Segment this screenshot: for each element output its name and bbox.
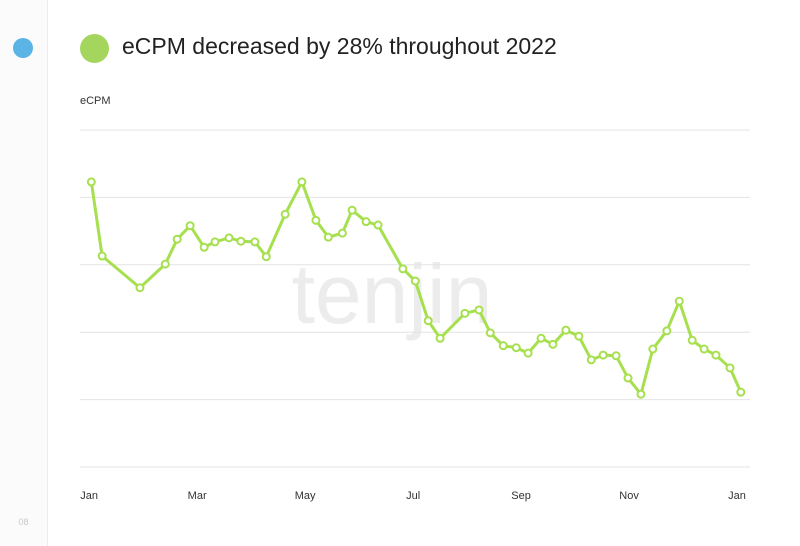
- point: [574, 331, 584, 341]
- point: [361, 217, 371, 227]
- point: [97, 251, 107, 261]
- point: [199, 242, 209, 252]
- x-tick-label: Sep: [511, 490, 531, 502]
- point: [236, 236, 246, 246]
- point: [210, 237, 220, 247]
- point: [311, 215, 321, 225]
- x-tick-label: Nov: [619, 490, 639, 502]
- point: [536, 333, 546, 343]
- point: [586, 355, 596, 365]
- point: [398, 264, 408, 274]
- point: [86, 177, 96, 187]
- sidebar: 08: [0, 0, 48, 546]
- page-number: 08: [18, 517, 29, 527]
- point: [498, 341, 508, 351]
- point: [687, 335, 697, 345]
- point: [548, 339, 558, 349]
- point: [611, 351, 621, 361]
- point: [511, 343, 521, 353]
- point: [636, 389, 646, 399]
- point: [224, 233, 234, 243]
- point: [347, 205, 357, 215]
- point: [185, 221, 195, 231]
- point: [135, 283, 145, 293]
- x-tick-label: May: [295, 490, 316, 502]
- point: [598, 350, 608, 360]
- point: [648, 344, 658, 354]
- android-icon: [80, 34, 109, 63]
- point: [561, 325, 571, 335]
- point: [323, 232, 333, 242]
- point: [662, 326, 672, 336]
- x-tick-label: Jan: [80, 490, 98, 502]
- point: [423, 316, 433, 326]
- point: [172, 234, 182, 244]
- title: eCPM decreased by 28% throughout 2022: [122, 33, 557, 59]
- point: [297, 177, 307, 187]
- point: [736, 387, 746, 397]
- watermark: tenjin: [292, 247, 493, 341]
- point: [623, 373, 633, 383]
- point: [435, 333, 445, 343]
- y-axis-label: eCPM: [80, 95, 111, 107]
- point: [523, 348, 533, 358]
- point: [261, 252, 271, 262]
- point: [160, 259, 170, 269]
- point: [373, 220, 383, 230]
- point: [699, 344, 709, 354]
- logo-icon: [13, 38, 33, 58]
- point: [460, 308, 470, 318]
- point: [674, 296, 684, 306]
- point: [485, 328, 495, 338]
- x-tick-label: Jan: [728, 490, 746, 502]
- point: [474, 305, 484, 315]
- point: [725, 363, 735, 373]
- x-tick-label: Mar: [188, 490, 207, 502]
- point: [250, 237, 260, 247]
- point: [280, 209, 290, 219]
- line: [89, 180, 743, 396]
- x-tick-label: Jul: [406, 490, 420, 502]
- point: [711, 350, 721, 360]
- point: [410, 276, 420, 286]
- point: [337, 228, 347, 238]
